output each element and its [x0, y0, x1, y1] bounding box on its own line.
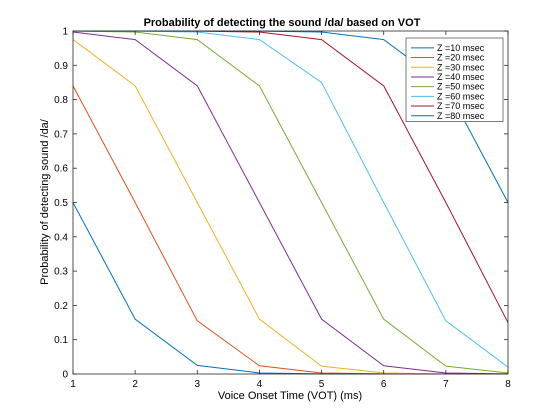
- legend-label-4: Z =40 msec: [437, 72, 485, 82]
- x-tick-label: 8: [505, 379, 511, 390]
- y-tick-label: 0.7: [54, 129, 68, 140]
- x-tick-label: 3: [195, 379, 201, 390]
- y-tick-label: 0.2: [54, 301, 68, 312]
- legend-label-5: Z =50 msec: [437, 82, 485, 92]
- x-tick-label: 2: [132, 379, 138, 390]
- legend-label-6: Z =60 msec: [437, 91, 485, 101]
- y-tick-label: 0.9: [54, 61, 68, 72]
- legend-label-3: Z =30 msec: [437, 62, 485, 72]
- legend-label-1: Z =10 msec: [437, 43, 485, 53]
- y-tick-label: 0.1: [54, 335, 68, 346]
- y-tick-label: 0.3: [54, 267, 68, 278]
- legend-label-2: Z =20 msec: [437, 53, 485, 63]
- legend-label-7: Z =70 msec: [437, 101, 485, 111]
- y-tick-label: 0.4: [54, 232, 68, 243]
- y-tick-label: 0: [62, 370, 68, 381]
- chart-title: Probability of detecting the sound /da/ …: [144, 17, 421, 29]
- y-tick-label: 0.5: [54, 198, 68, 209]
- ticks-layer: 1 2 3 4 5 6 7 8 0 0.1 0.2 0.3 0.4 0.5 0.6 0.7 0.8 0.9 1: [54, 27, 511, 391]
- series-line-5: [72, 30, 509, 374]
- x-tick-label: 1: [70, 379, 76, 390]
- x-axis-label: Voice Onset Time (VOT) (ms): [218, 390, 362, 402]
- y-tick-label: 0.8: [54, 95, 68, 106]
- x-tick-label: 5: [319, 379, 325, 390]
- legend-box: [405, 37, 504, 122]
- y-axis-label: Probability of detecting sound /da/: [39, 118, 51, 285]
- series-line-4: [72, 31, 509, 375]
- x-tick-label: 6: [381, 379, 387, 390]
- y-tick-label: 1: [62, 27, 68, 38]
- legend-label-8: Z =80 msec: [437, 111, 485, 121]
- x-tick-label: 7: [443, 379, 449, 390]
- x-tick-label: 4: [257, 379, 263, 390]
- y-tick-label: 0.6: [54, 164, 68, 175]
